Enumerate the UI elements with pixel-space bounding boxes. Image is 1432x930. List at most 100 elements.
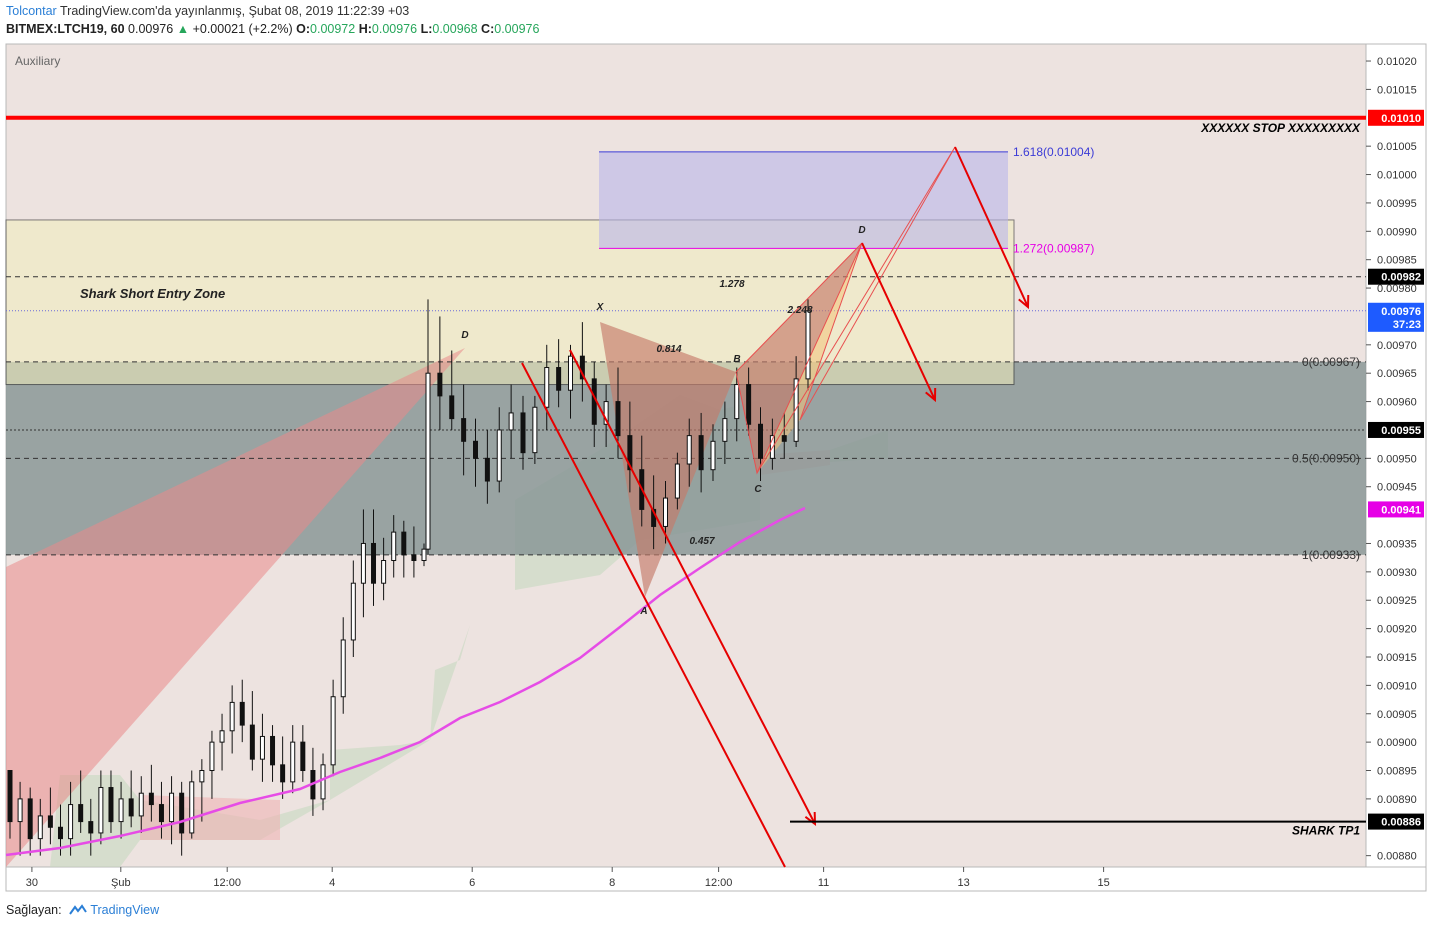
arrow-head (925, 387, 937, 403)
price-badge-label: 0.00941 (1381, 504, 1421, 516)
y-tick-label: 0.00935 (1377, 538, 1417, 550)
arrow-head (804, 811, 817, 827)
candle (449, 395, 455, 420)
author-link[interactable]: Tolcontar (6, 4, 57, 18)
candle (371, 542, 377, 584)
time-axis-background (5, 866, 1427, 892)
candle (793, 378, 799, 442)
candle (179, 792, 185, 834)
candle (663, 497, 668, 527)
extension-label: 1.618(0.01004) (1013, 145, 1094, 159)
candle (27, 798, 33, 840)
close-label: C: (481, 22, 495, 36)
candle (118, 798, 124, 823)
tradingview-logo-icon (69, 904, 87, 915)
y-tick-label: 0.00890 (1377, 794, 1417, 806)
publish-info: TradingView.com'da yayınlanmış, Şubat 08… (59, 4, 410, 18)
candle (437, 372, 443, 397)
pane-label: Auxiliary (15, 54, 60, 68)
candle (290, 741, 296, 783)
candle (421, 548, 427, 562)
y-tick-label: 0.01020 (1377, 56, 1417, 68)
candle (138, 792, 144, 817)
symbol-label: BITMEX:LTCH19, 60 (6, 22, 125, 36)
candle (330, 696, 336, 766)
pattern-label: B (733, 354, 740, 365)
price-badge-label: 0.00982 (1381, 272, 1421, 284)
price-badge-label: 0.00976 (1381, 306, 1421, 318)
candle (686, 435, 692, 465)
y-tick-label: 0.00930 (1377, 567, 1417, 579)
candle (698, 435, 704, 471)
candle (108, 787, 114, 823)
y-tick-label: 0.00985 (1377, 255, 1417, 267)
candle (746, 384, 752, 425)
candle (520, 412, 526, 454)
candle (758, 423, 763, 459)
x-tick-label: 6 (469, 877, 475, 889)
ichimoku-cloud-bearish (140, 795, 280, 840)
candle (401, 531, 407, 556)
y-tick-label: 0.00895 (1377, 766, 1417, 778)
price-badge (1368, 315, 1424, 332)
arrow-head (1018, 294, 1030, 310)
low-label: L: (420, 22, 433, 36)
candle (169, 792, 175, 823)
x-tick-label: 11 (818, 877, 829, 889)
y-tick-label: 0.00945 (1377, 482, 1417, 494)
y-tick-label: 0.00880 (1377, 851, 1417, 863)
tradingview-link[interactable]: TradingView (90, 903, 160, 917)
close-value: 0.00976 (494, 22, 540, 36)
candle (47, 815, 53, 828)
candle (7, 770, 13, 823)
candle (556, 367, 562, 391)
candle (320, 764, 326, 800)
candle (651, 508, 657, 527)
price-badge (1368, 501, 1424, 518)
candle (544, 367, 550, 408)
pattern-label: 0.457 (689, 536, 714, 547)
x-tick-label: 12:00 (705, 877, 733, 889)
x-tick-label: 8 (609, 877, 615, 889)
candle (259, 735, 265, 760)
y-tick-label: 0.00950 (1377, 453, 1417, 465)
y-tick-label: 0.01015 (1377, 84, 1417, 96)
candle (674, 463, 680, 499)
candle (300, 741, 306, 772)
x-tick-label: Şub (111, 877, 131, 889)
arrow-target (569, 349, 816, 825)
y-tick-label: 0.00900 (1377, 737, 1417, 749)
attribution: Sağlayan: TradingView (6, 903, 159, 917)
target-label: SHARK TP1 (1292, 824, 1360, 838)
open-value: 0.00972 (310, 22, 356, 36)
candle (381, 560, 387, 584)
price-badge (1368, 421, 1424, 438)
y-tick-label: 0.00990 (1377, 226, 1417, 238)
candle (603, 401, 609, 425)
harmonic-outline (756, 146, 956, 474)
moving-average-line (5, 506, 806, 857)
candle (239, 701, 245, 726)
extension-box (599, 151, 1008, 249)
harmonic-pattern-old (6, 348, 465, 867)
pattern-label: 1.278 (719, 279, 744, 290)
candle (17, 798, 23, 823)
price-badge (1368, 109, 1424, 126)
y-tick-label: 0.00920 (1377, 624, 1417, 636)
candle (532, 406, 538, 454)
y-tick-label: 0.00915 (1377, 652, 1417, 664)
candle (199, 770, 205, 783)
open-label: O: (296, 22, 311, 36)
candle (189, 781, 195, 834)
candle (37, 815, 43, 840)
candle (78, 804, 84, 823)
extension-label: 1.272(0.00987) (1013, 241, 1094, 255)
candle (461, 418, 467, 442)
x-tick-label: 4 (329, 877, 335, 889)
candle (340, 639, 346, 698)
price-badge (1368, 302, 1424, 319)
x-tick-label: 12:00 (213, 877, 241, 889)
price-badge-label: 0.00886 (1381, 817, 1421, 829)
candle (88, 821, 94, 834)
